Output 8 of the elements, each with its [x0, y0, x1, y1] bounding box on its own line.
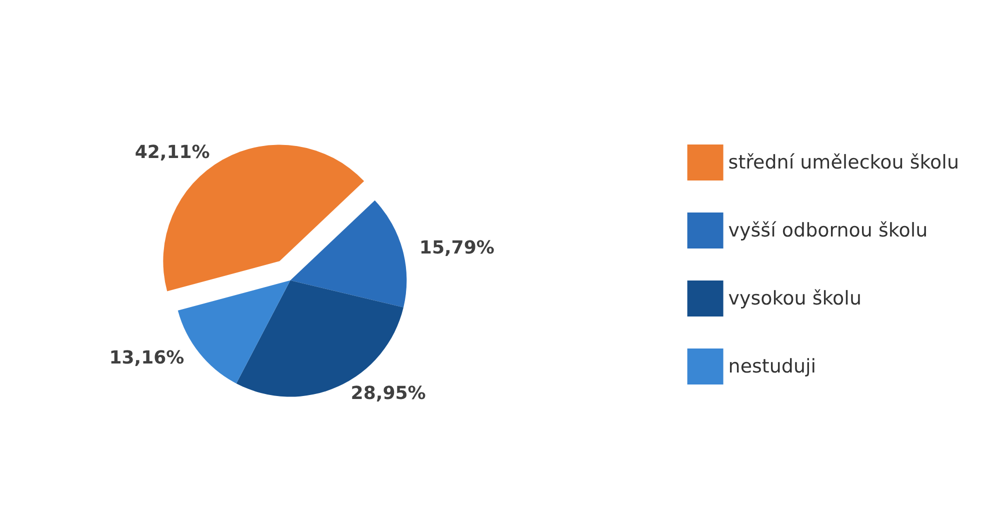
legend-label: vysokou školu: [728, 288, 862, 310]
data-label: 28,95%: [350, 383, 426, 404]
data-label: 42,11%: [134, 142, 210, 164]
legend-label: nestuduji: [728, 356, 816, 378]
data-label: 13,16%: [109, 348, 184, 369]
legend-label: vyšší odbornou školu: [728, 220, 928, 242]
legend-label: střední uměleckou školu: [728, 152, 960, 174]
data-label: 15,79%: [419, 238, 494, 259]
